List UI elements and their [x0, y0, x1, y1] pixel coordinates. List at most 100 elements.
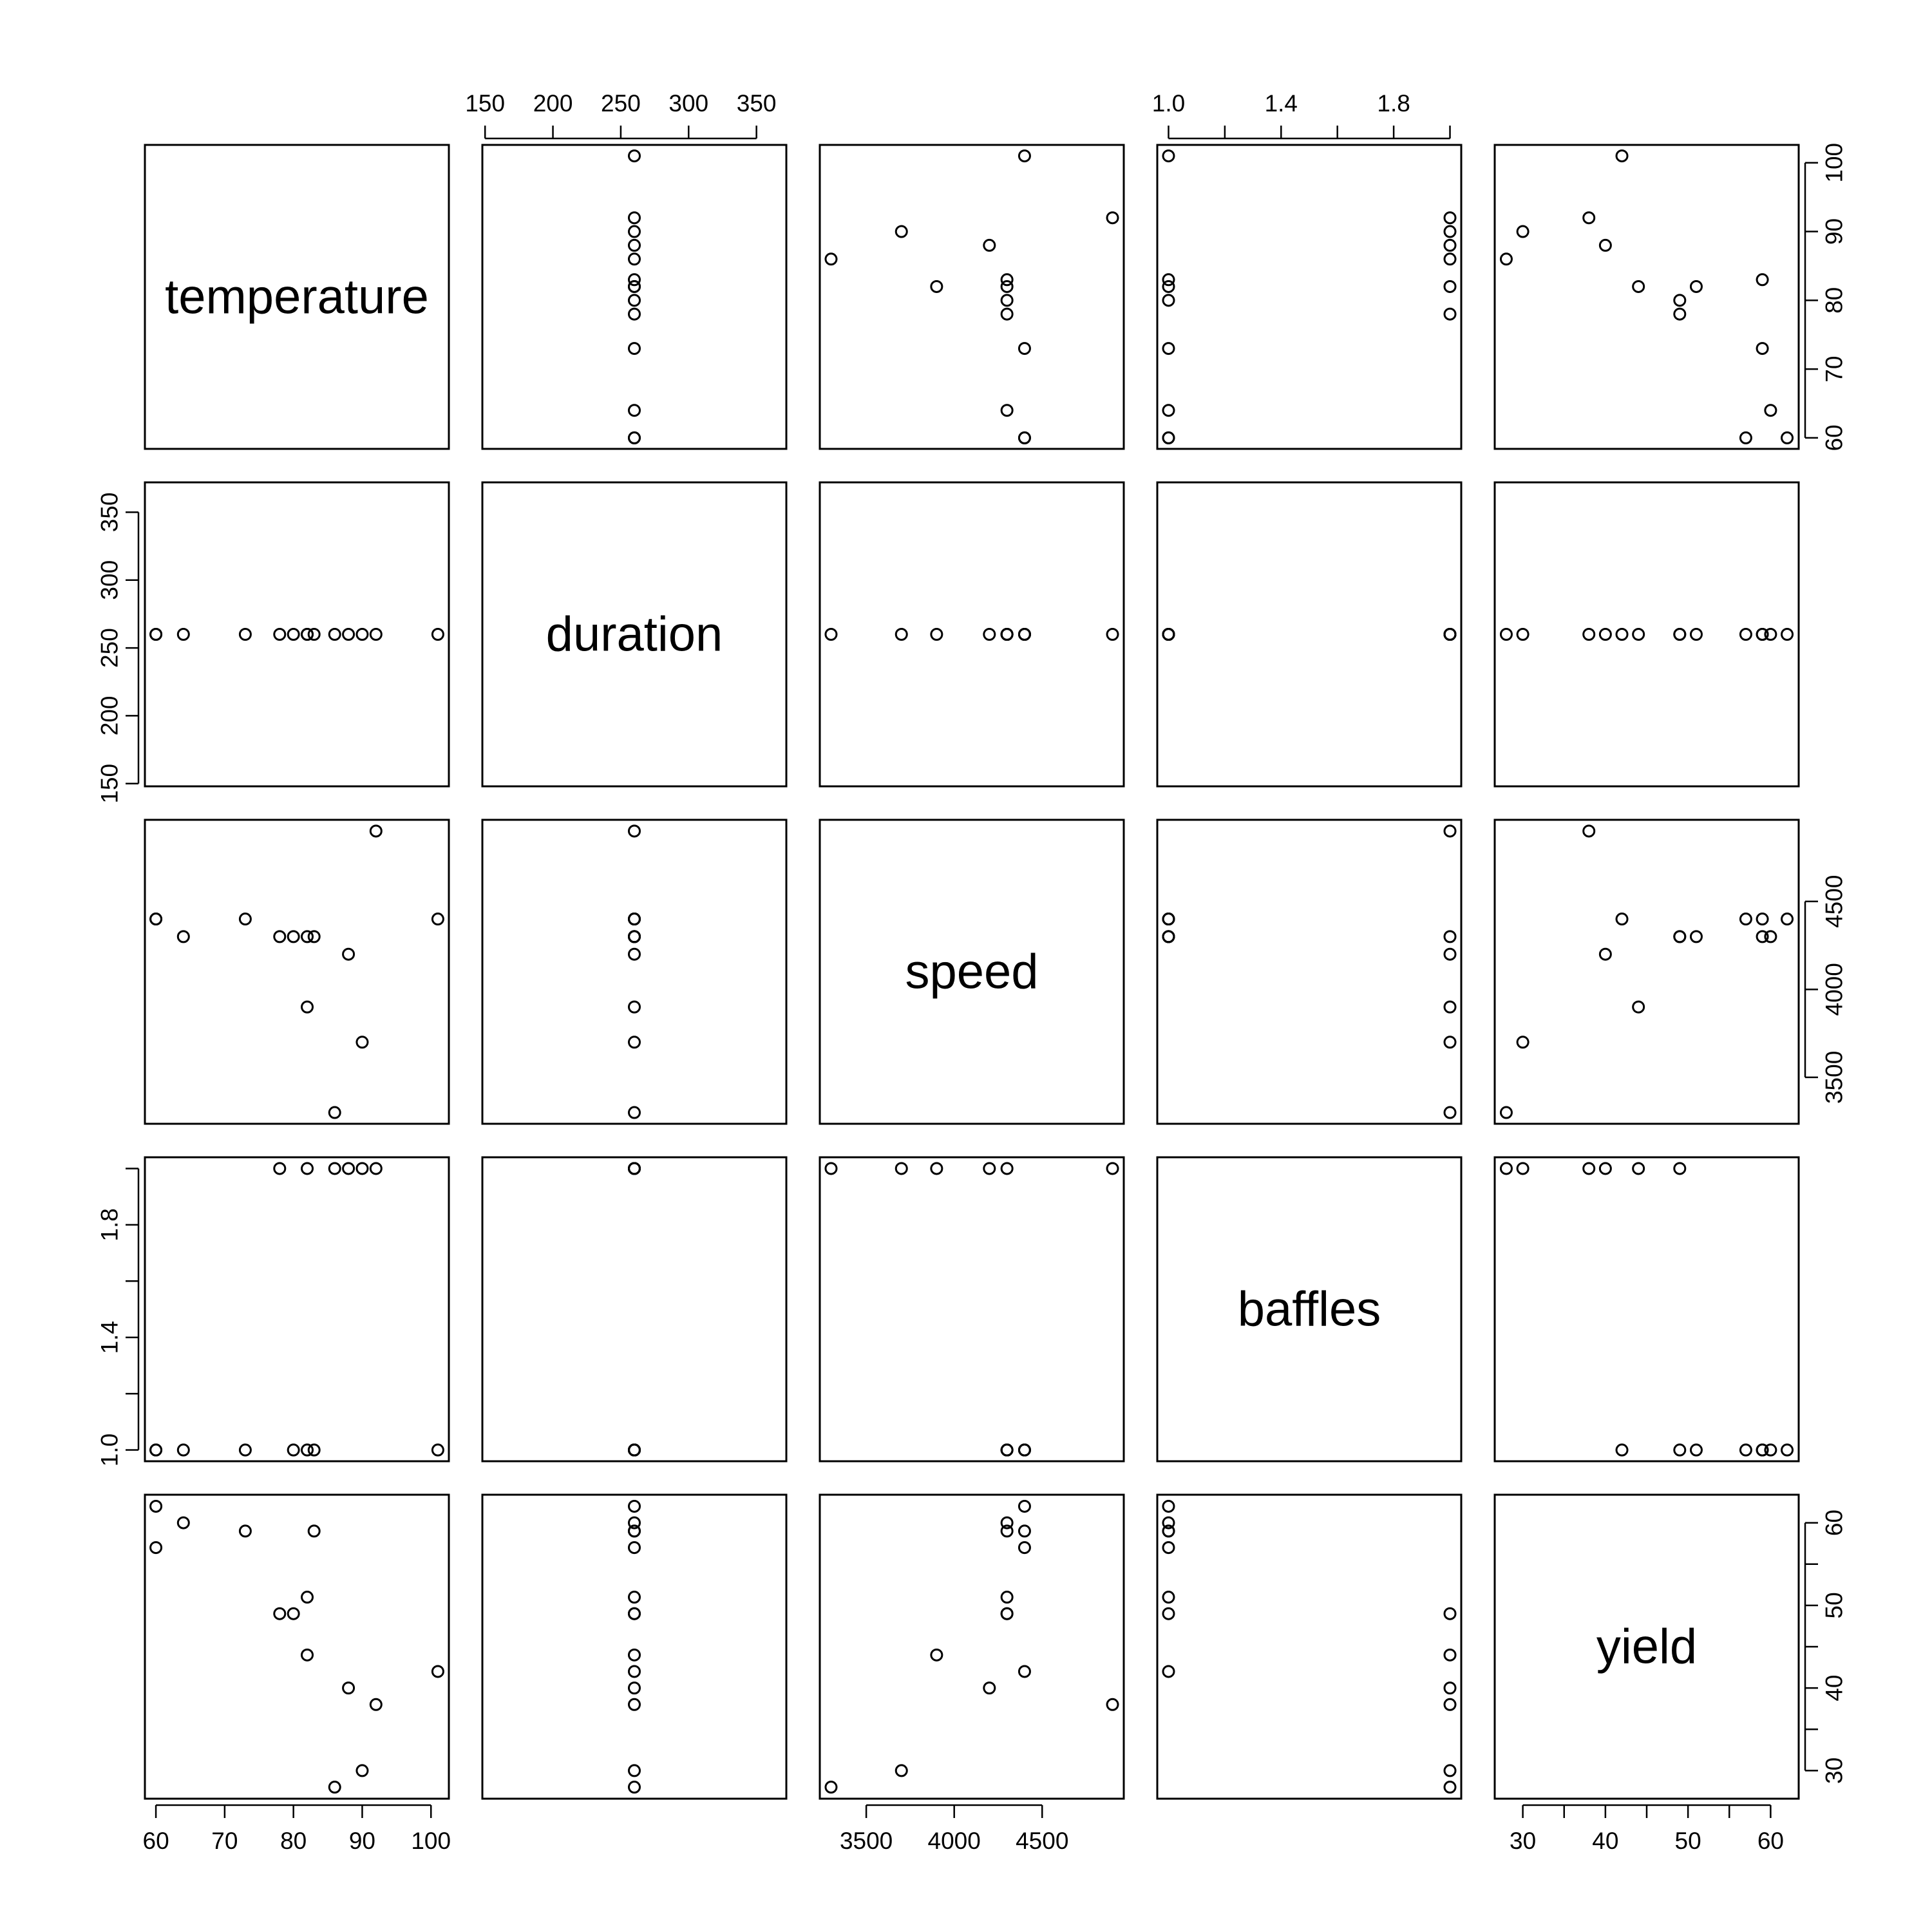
point-yield-vs-speed-12 [1106, 1698, 1119, 1711]
point-baffles-vs-yield-5 [1673, 1443, 1687, 1457]
point-temperature-vs-baffles-5 [1162, 294, 1175, 307]
point-yield-vs-duration-8 [628, 1524, 641, 1538]
point-temperature-vs-baffles-1 [1162, 431, 1175, 444]
point-yield-vs-duration-11 [628, 1764, 641, 1777]
point-duration-vs-speed-9 [824, 628, 838, 641]
point-speed-vs-temperature-3 [238, 913, 252, 926]
point-duration-vs-speed-13 [1018, 628, 1031, 641]
point-yield-vs-temperature-1 [149, 1499, 163, 1513]
point-speed-vs-yield-9 [1499, 1106, 1513, 1119]
x-tick-label-baffles-2: 1.4 [1265, 90, 1298, 117]
point-temperature-vs-yield-5 [1673, 294, 1687, 307]
point-temperature-vs-baffles-2 [1162, 404, 1175, 417]
point-speed-vs-baffles-10 [1443, 947, 1457, 961]
point-speed-vs-yield-13 [1615, 913, 1629, 926]
x-tick-label-temperature-3: 90 [349, 1828, 375, 1854]
point-yield-vs-duration-2 [628, 1516, 641, 1530]
point-baffles-vs-temperature-3 [238, 1443, 252, 1457]
point-baffles-vs-yield-9 [1499, 1162, 1513, 1175]
point-yield-vs-speed-13 [1018, 1665, 1031, 1678]
panel-temperature-vs-baffles [1156, 144, 1463, 450]
point-speed-vs-temperature-6 [301, 930, 314, 943]
point-baffles-vs-temperature-6 [301, 1443, 314, 1457]
point-speed-vs-yield-8 [1756, 930, 1769, 943]
point-temperature-vs-speed-13 [1018, 149, 1031, 163]
point-baffles-vs-yield-0 [1739, 1443, 1752, 1457]
point-yield-vs-temperature-4 [273, 1607, 287, 1620]
point-duration-vs-yield-8 [1756, 628, 1769, 641]
point-temperature-vs-yield-10 [1598, 238, 1612, 252]
point-yield-vs-temperature-13 [431, 1665, 444, 1678]
point-duration-vs-speed-12 [1106, 628, 1119, 641]
point-temperature-vs-speed-8 [1000, 273, 1014, 287]
point-yield-vs-duration-5 [628, 1607, 641, 1620]
point-duration-vs-baffles-13 [1162, 628, 1175, 641]
point-temperature-vs-yield-8 [1756, 273, 1769, 287]
point-temperature-vs-baffles-3 [1162, 342, 1175, 355]
point-yield-vs-baffles-0 [1162, 1541, 1175, 1555]
point-speed-vs-duration-10 [628, 947, 641, 961]
x-tick-label-speed-1: 4000 [928, 1828, 981, 1854]
x-tick-label-duration-2: 250 [601, 90, 641, 117]
point-speed-vs-baffles-7 [1443, 1000, 1457, 1014]
point-yield-vs-temperature-5 [287, 1607, 300, 1620]
point-duration-vs-temperature-8 [307, 628, 321, 641]
y-tick-label-yield-4: 50 [1821, 1592, 1848, 1618]
point-duration-vs-yield-7 [1632, 628, 1645, 641]
y-tick-label-temperature-2: 80 [1821, 287, 1848, 314]
point-temperature-vs-baffles-10 [1443, 238, 1457, 252]
point-baffles-vs-temperature-13 [431, 1443, 444, 1457]
point-baffles-vs-yield-10 [1598, 1162, 1612, 1175]
diag-label-yield: yield [1596, 1620, 1697, 1674]
point-duration-vs-yield-12 [1582, 628, 1596, 641]
point-speed-vs-temperature-9 [328, 1106, 341, 1119]
point-duration-vs-temperature-10 [342, 628, 355, 641]
point-yield-vs-baffles-2 [1162, 1516, 1175, 1530]
point-duration-vs-temperature-1 [149, 628, 163, 641]
point-yield-vs-baffles-7 [1443, 1648, 1457, 1662]
point-temperature-vs-yield-4 [1673, 307, 1687, 321]
panel-speed-vs-duration [481, 819, 788, 1125]
point-yield-vs-duration-0 [628, 1541, 641, 1555]
point-yield-vs-temperature-6 [301, 1591, 314, 1604]
point-yield-vs-duration-7 [628, 1648, 641, 1662]
point-temperature-vs-yield-9 [1499, 252, 1513, 266]
panels-layer: temperature duration speed baffles yield [144, 144, 1800, 1800]
point-temperature-vs-yield-13 [1615, 149, 1629, 163]
point-speed-vs-temperature-12 [369, 824, 383, 838]
point-duration-vs-temperature-9 [328, 628, 341, 641]
point-baffles-vs-duration-12 [628, 1162, 641, 1175]
point-temperature-vs-yield-12 [1582, 211, 1596, 225]
point-duration-vs-speed-7 [930, 628, 943, 641]
y-tick-label-yield-0: 30 [1821, 1757, 1848, 1784]
point-yield-vs-temperature-12 [369, 1698, 383, 1711]
diag-label-duration: duration [546, 607, 723, 662]
point-duration-vs-yield-1 [1781, 628, 1794, 641]
point-baffles-vs-temperature-10 [342, 1162, 355, 1175]
point-yield-vs-duration-13 [628, 1665, 641, 1678]
point-baffles-vs-yield-1 [1781, 1443, 1794, 1457]
y-tick-label-duration-0: 150 [97, 764, 123, 804]
point-baffles-vs-temperature-2 [176, 1443, 190, 1457]
x-tick-label-duration-3: 300 [668, 90, 708, 117]
point-temperature-vs-yield-11 [1516, 225, 1530, 238]
point-yield-vs-temperature-3 [238, 1524, 252, 1538]
point-temperature-vs-speed-2 [1000, 404, 1014, 417]
point-speed-vs-yield-6 [1689, 930, 1703, 943]
point-baffles-vs-duration-13 [628, 1443, 641, 1457]
panel-baffles-vs-speed [819, 1156, 1125, 1463]
point-duration-vs-yield-2 [1764, 628, 1777, 641]
point-duration-vs-yield-10 [1598, 628, 1612, 641]
panel-temperature-vs-temperature [144, 144, 450, 450]
point-speed-vs-temperature-4 [273, 930, 287, 943]
point-speed-vs-temperature-8 [307, 930, 321, 943]
diag-label-temperature: temperature [165, 270, 429, 325]
point-baffles-vs-temperature-5 [287, 1443, 300, 1457]
diag-label-baffles: baffles [1238, 1282, 1381, 1337]
point-baffles-vs-yield-13 [1615, 1443, 1629, 1457]
point-temperature-vs-speed-6 [1000, 279, 1014, 293]
point-yield-vs-baffles-11 [1443, 1764, 1457, 1777]
point-speed-vs-yield-11 [1516, 1036, 1530, 1049]
point-yield-vs-speed-8 [1000, 1524, 1014, 1538]
point-baffles-vs-yield-6 [1689, 1443, 1703, 1457]
